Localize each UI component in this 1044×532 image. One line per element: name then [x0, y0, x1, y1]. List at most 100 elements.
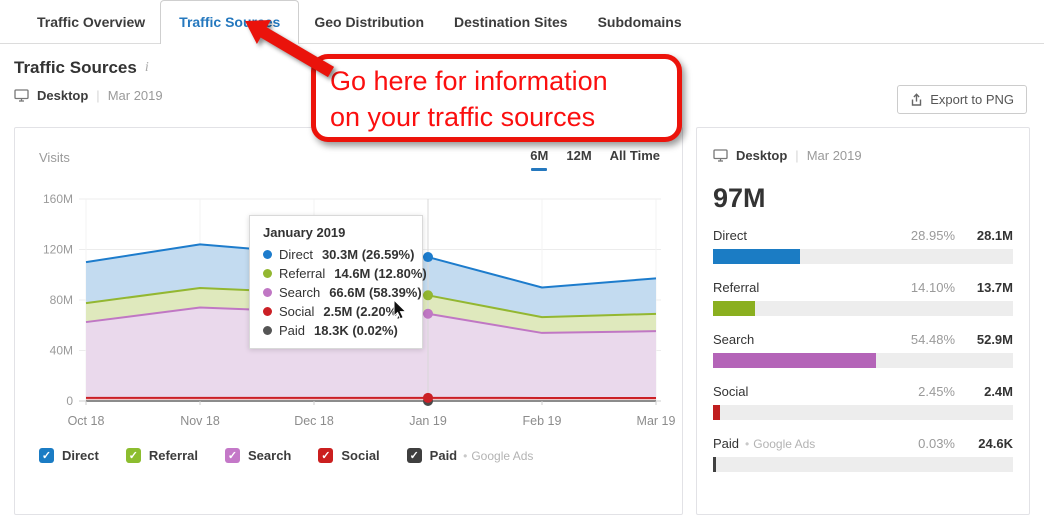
- legend-item-search[interactable]: ✓ Search: [225, 448, 291, 463]
- chart-point-referral: [423, 290, 433, 301]
- range-12m[interactable]: 12M: [566, 148, 592, 163]
- source-value: 24.6K: [978, 436, 1013, 451]
- source-bar-track: [713, 249, 1013, 264]
- export-button-label: Export to PNG: [930, 92, 1014, 107]
- page-title: Traffic Sources: [14, 58, 137, 77]
- export-to-png-button[interactable]: Export to PNG: [897, 85, 1027, 114]
- y-axis-tick: 120M: [43, 243, 73, 257]
- page-header: Traffic Sources i Desktop | Mar 2019: [14, 58, 163, 103]
- legend-label: Referral: [148, 448, 198, 463]
- mouse-cursor-icon: [393, 300, 408, 320]
- x-axis-tick: Jan 19: [409, 414, 447, 428]
- annotation-arrow-icon: [245, 20, 335, 78]
- source-bar-fill: [713, 301, 756, 316]
- x-axis-tick: Oct 18: [68, 414, 105, 428]
- direct-checkbox[interactable]: ✓: [39, 448, 54, 463]
- paid-checkbox[interactable]: ✓: [406, 448, 422, 463]
- visits-metric-label: Visits: [39, 150, 70, 165]
- chart-point-social: [423, 392, 433, 403]
- legend-label: Direct: [62, 448, 99, 463]
- search-dot-icon: [263, 288, 272, 297]
- legend-label: Paid: [429, 448, 458, 463]
- source-value: 2.4M: [984, 384, 1013, 399]
- source-percent: 28.95%: [910, 228, 955, 243]
- tooltip-series-value: 2.5M (2.20%): [323, 304, 402, 319]
- x-axis-tick: Dec 18: [294, 414, 334, 428]
- annotation-line2: on your traffic sources: [330, 101, 596, 132]
- y-axis-tick: 0: [66, 394, 73, 408]
- tooltip-series-value: 18.3K (0.02%): [314, 323, 398, 338]
- tooltip-row-paid: Paid 18.3K (0.02%): [263, 323, 409, 338]
- chart-point-search: [423, 308, 433, 319]
- tab-traffic-overview[interactable]: Traffic Overview: [37, 14, 146, 30]
- device-filter-label: Desktop: [736, 148, 788, 163]
- tooltip-series-value: 30.3M (26.59%): [321, 247, 415, 262]
- device-filter-label: Desktop: [37, 88, 89, 103]
- legend-item-referral[interactable]: ✓ Referral: [125, 448, 198, 463]
- legend-item-paid[interactable]: ✓ Paid • Google Ads: [406, 448, 534, 463]
- referral-dot-icon: [263, 269, 272, 278]
- source-label: Social: [713, 384, 749, 399]
- separator: |: [96, 88, 100, 103]
- tab-destination-sites[interactable]: Destination Sites: [454, 14, 568, 30]
- legend-note: • Google Ads: [463, 448, 534, 463]
- area-search: [86, 307, 656, 398]
- legend-label: Search: [248, 448, 292, 463]
- legend-label: Social: [341, 448, 380, 463]
- chart-legend: ✓ Direct ✓ Referral ✓ Search ✓ Social ✓ …: [39, 448, 533, 463]
- source-bar-fill: [713, 249, 800, 264]
- monitor-icon: [713, 149, 728, 162]
- annotation-callout: Go here for information on your traffic …: [311, 54, 682, 142]
- paid-dot-icon: [263, 326, 272, 335]
- x-axis-tick: Feb 19: [523, 414, 562, 428]
- tooltip-series-value: 14.6M (12.80%): [334, 266, 427, 281]
- x-axis-tick: Nov 18: [180, 414, 220, 428]
- source-bar-track: [713, 405, 1013, 420]
- info-icon[interactable]: i: [144, 60, 149, 75]
- source-label: Direct: [713, 228, 747, 243]
- source-row-referral: Referral 14.10% 13.7M: [713, 280, 1013, 316]
- total-visits-value: 97M: [713, 183, 766, 213]
- source-row-direct: Direct 28.95% 28.1M: [713, 228, 1013, 264]
- source-percent: 14.10%: [910, 280, 955, 295]
- source-label: Referral: [713, 280, 760, 295]
- date-range-switcher: 6M 12M All Time: [530, 148, 660, 171]
- period-label: Mar 2019: [107, 88, 163, 103]
- range-all-time[interactable]: All Time: [609, 148, 660, 163]
- traffic-summary-card: Desktop | Mar 2019 97M Direct 28.95% 28.…: [696, 127, 1030, 515]
- tooltip-series-name: Search: [279, 285, 321, 300]
- source-bar-track: [713, 353, 1013, 368]
- search-checkbox[interactable]: ✓: [225, 448, 240, 463]
- source-bar-fill: [713, 457, 716, 472]
- annotation-line1: Go here for information: [330, 66, 608, 96]
- source-row-paid: Paid • Google Ads 0.03% 24.6K: [713, 436, 1013, 472]
- tooltip-series-name: Direct: [279, 247, 313, 262]
- tab-subdomains[interactable]: Subdomains: [597, 14, 682, 30]
- separator: |: [795, 148, 799, 163]
- export-icon: [911, 92, 922, 106]
- source-row-social: Social 2.45% 2.4M: [713, 384, 1013, 420]
- source-row-search: Search 54.48% 52.9M: [713, 332, 1013, 368]
- tab-geo-distribution[interactable]: Geo Distribution: [314, 14, 424, 30]
- tooltip-row-referral: Referral 14.6M (12.80%): [263, 266, 427, 281]
- y-axis-tick: 160M: [43, 192, 73, 206]
- tooltip-row-social: Social 2.5M (2.20%): [263, 304, 409, 319]
- range-6m[interactable]: 6M: [530, 148, 548, 171]
- tooltip-row-direct: Direct 30.3M (26.59%): [263, 247, 414, 262]
- monitor-icon: [14, 89, 29, 102]
- chart-point-direct: [423, 252, 433, 263]
- tooltip-series-name: Paid: [279, 323, 306, 338]
- legend-item-direct[interactable]: ✓ Direct: [39, 448, 99, 463]
- y-axis-tick: 80M: [50, 293, 73, 307]
- source-note: • Google Ads: [745, 437, 816, 451]
- referral-checkbox[interactable]: ✓: [125, 448, 141, 463]
- tooltip-title: January 2019: [263, 225, 346, 240]
- source-bar-fill: [713, 353, 877, 368]
- source-bar-track: [713, 301, 1013, 316]
- summary-header: Desktop | Mar 2019: [713, 148, 1013, 163]
- legend-item-social[interactable]: ✓ Social: [318, 448, 380, 463]
- source-percent: 2.45%: [918, 384, 955, 399]
- x-axis-tick: Mar 19: [637, 414, 676, 428]
- source-label: Paid: [713, 436, 740, 451]
- social-checkbox[interactable]: ✓: [318, 448, 334, 463]
